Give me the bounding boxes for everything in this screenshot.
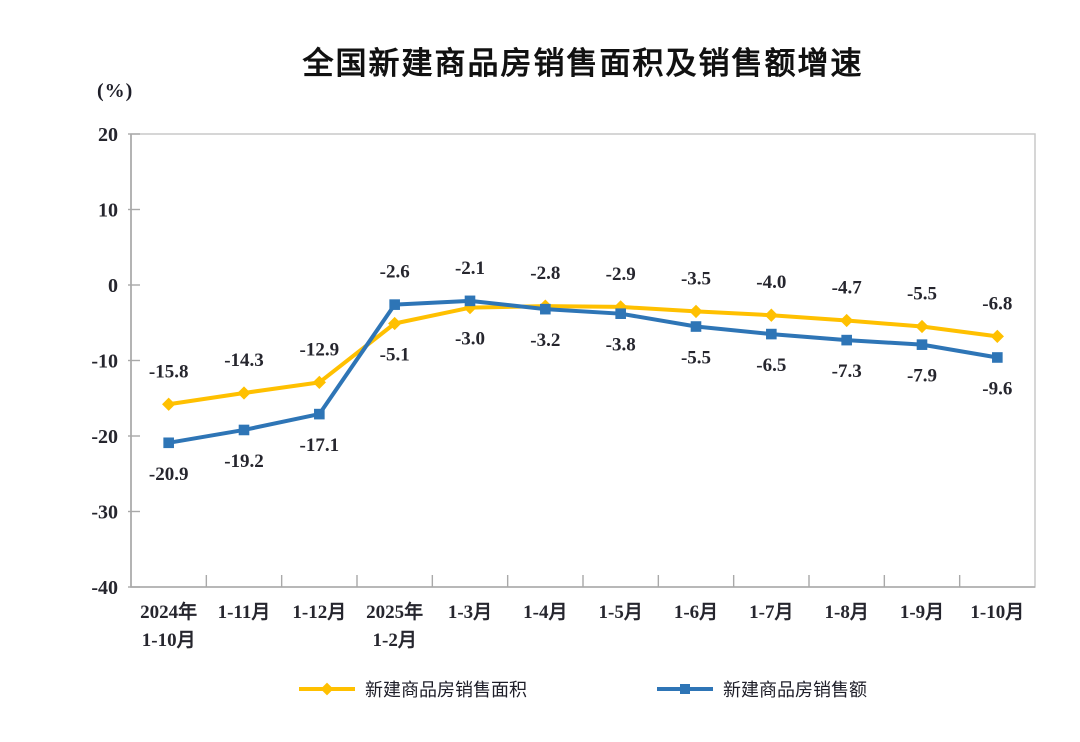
data-label: -3.0 [455,329,485,350]
diamond-marker-icon [915,319,929,334]
legend-label-sales-area: 新建商品房销售面积 [365,680,527,700]
data-label: -3.5 [681,268,711,289]
diamond-marker-icon [388,316,402,331]
data-label: -6.8 [982,293,1012,314]
diamond-marker-icon [312,375,326,390]
x-axis-label: 1-8月 [825,602,869,623]
square-marker-icon [690,321,702,332]
x-axis-label: 1-11月 [218,602,271,623]
x-axis-label: 1-4月 [523,602,567,623]
square-marker-icon [841,334,852,346]
data-label: -9.6 [982,378,1012,399]
data-label: -20.9 [149,464,189,485]
square-marker-icon [464,295,476,307]
square-marker-icon [540,303,551,315]
y-tick-label: -20 [91,426,118,448]
sales-amount-line-icon [657,684,713,694]
square-marker-icon [314,408,325,420]
data-label: -4.0 [756,272,786,293]
x-axis-label: 1-2月 [373,630,417,651]
x-axis-label: 1-3月 [448,602,492,623]
x-axis-label: 1-7月 [749,602,793,623]
y-tick-label: -30 [91,502,118,524]
sales-area-line-icon [299,682,355,696]
data-label: -2.1 [455,258,485,279]
data-label: -6.5 [756,355,786,376]
y-tick-label: 10 [98,200,118,222]
x-axis-label: 1-12月 [292,602,346,623]
data-label: -7.9 [907,366,937,387]
x-axis-label: 1-10月 [970,602,1024,623]
diamond-marker-icon [162,397,176,411]
data-label: -3.2 [530,330,560,351]
x-axis-label: 1-5月 [599,602,643,623]
square-marker-icon [238,424,250,436]
data-label: -7.3 [832,361,862,382]
data-label: -3.8 [606,335,636,356]
data-label: -5.1 [380,345,410,366]
diamond-marker-icon [689,304,703,319]
axis-lines [130,134,1035,588]
diamond-marker-icon [237,386,251,400]
square-marker-icon [389,299,400,310]
data-label: -2.8 [530,263,560,284]
x-axis-label: 1-6月 [674,602,718,623]
y-tick-label: 0 [108,275,118,297]
data-label: -12.9 [300,339,340,360]
x-axis-label: 1-9月 [900,602,944,623]
data-label: -2.9 [606,264,636,285]
square-marker-icon [615,308,626,319]
data-label: -19.2 [224,451,264,472]
square-marker-icon [916,339,928,350]
legend: 新建商品房销售面积 新建商品房销售额 [131,676,1035,702]
data-label: -4.7 [832,277,863,298]
legend-item-sales-area: 新建商品房销售面积 [299,676,527,702]
data-label: -15.8 [149,361,189,382]
x-axis-label: 1-10月 [142,630,196,651]
y-axis-unit-label: (%) [97,80,134,102]
diamond-marker-icon [840,313,854,328]
square-marker-icon [766,328,777,340]
x-axis-label: 2025年 [366,600,423,623]
series-line-0 [166,304,1000,407]
square-marker-icon [163,437,174,449]
data-label: -5.5 [681,348,711,369]
x-axis-label: 2024年 [140,600,197,623]
y-tick-label: -10 [91,351,118,373]
chart-title: 全国新建商品房销售面积及销售额增速 [302,46,864,81]
data-label: -17.1 [300,435,340,456]
data-label: -14.3 [224,350,264,371]
y-tick-label: 20 [98,124,118,146]
legend-item-sales-amount: 新建商品房销售额 [657,676,867,702]
legend-label-sales-amount: 新建商品房销售额 [723,680,867,700]
diamond-marker-icon [990,329,1004,343]
plot-border [130,133,1036,588]
diamond-marker-icon [320,682,334,696]
data-label: -2.6 [380,262,410,283]
y-tick-label: -40 [91,577,118,599]
series-line-1 [166,298,1000,445]
square-marker-icon [992,352,1003,363]
data-label: -5.5 [907,284,937,305]
square-marker-icon [680,684,690,694]
diamond-marker-icon [764,308,778,322]
